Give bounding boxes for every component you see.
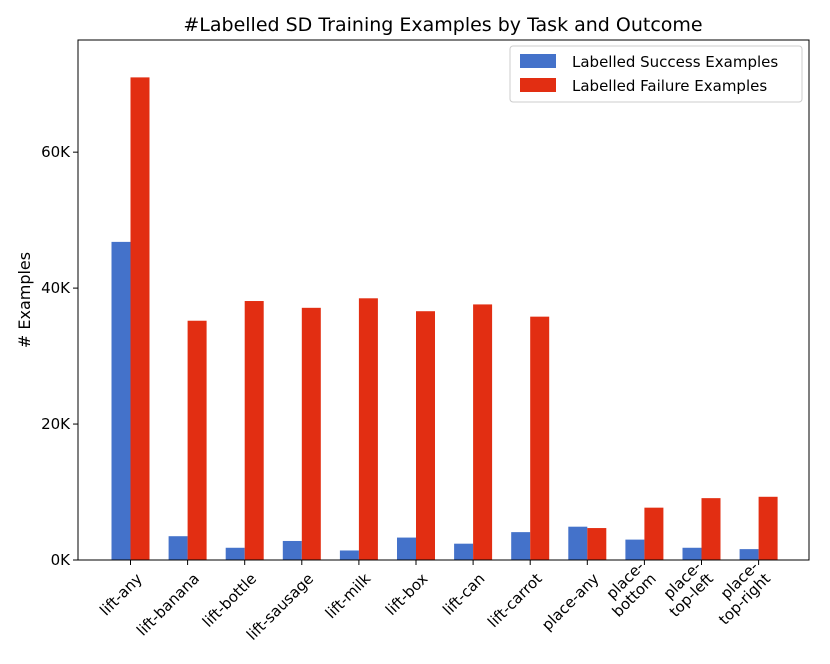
bars-group	[111, 77, 778, 560]
legend: Labelled Success Examples Labelled Failur…	[509, 45, 803, 103]
x-axis: lift-anylift-bananalift-bottlelift-sausa…	[96, 558, 774, 644]
x-tick-label: lift-box	[382, 570, 431, 619]
x-tick-label-line: lift-box	[382, 570, 431, 619]
bar-failure-7	[530, 316, 550, 560]
bar-success-10	[682, 547, 702, 560]
y-axis-label: # Examples	[15, 252, 34, 348]
legend-swatch-1	[520, 78, 556, 92]
legend-label-0: Labelled Success Examples	[572, 53, 778, 71]
x-tick-label: lift-can	[439, 570, 488, 619]
bar-failure-2	[244, 301, 264, 560]
bar-failure-9	[644, 507, 664, 560]
x-tick-label: place-bottom	[597, 558, 660, 621]
x-tick-label: place-top-left	[654, 558, 717, 621]
x-tick-label: lift-milk	[322, 569, 375, 622]
bar-failure-3	[301, 307, 321, 560]
bar-failure-10	[701, 498, 721, 560]
x-tick-label-line: place-any	[538, 570, 603, 635]
bar-success-7	[511, 532, 531, 560]
y-tick-label: 40K	[41, 279, 71, 297]
x-tick-label: lift-any	[96, 570, 146, 620]
y-tick-label: 0K	[51, 551, 72, 569]
bar-success-3	[282, 540, 302, 560]
bar-failure-5	[416, 311, 435, 560]
bar-success-0	[111, 241, 131, 560]
x-tick-label-line: lift-milk	[322, 569, 375, 622]
bar-success-8	[568, 526, 588, 560]
bar-success-9	[625, 539, 645, 560]
bar-failure-0	[130, 77, 150, 560]
legend-swatch-0	[520, 54, 556, 68]
bar-failure-4	[358, 298, 378, 560]
y-axis: 0K 20K 40K 60K	[41, 143, 78, 569]
chart-title: #Labelled SD Training Examples by Task a…	[183, 14, 702, 36]
y-tick-label: 20K	[41, 415, 71, 433]
legend-label-1: Labelled Failure Examples	[572, 77, 767, 95]
x-tick-label: lift-carrot	[484, 570, 546, 632]
y-tick-label: 60K	[41, 143, 71, 161]
x-tick-label: place-top-right	[703, 558, 774, 629]
bar-success-2	[225, 547, 245, 560]
x-tick-label: place-any	[538, 570, 603, 635]
x-tick-label-line: lift-can	[439, 570, 488, 619]
bar-success-4	[339, 550, 359, 560]
bar-failure-11	[758, 496, 778, 560]
bar-success-6	[454, 543, 474, 560]
plot-frame	[77, 39, 810, 561]
x-tick-label-line: lift-carrot	[484, 570, 546, 632]
x-tick-label-line: lift-any	[96, 570, 146, 620]
bar-failure-6	[473, 304, 493, 560]
x-tick-label-line: lift-bottle	[199, 570, 260, 631]
bar-success-11	[739, 549, 759, 560]
legend-box	[509, 45, 803, 103]
bar-success-5	[397, 537, 416, 560]
bar-failure-8	[587, 528, 607, 560]
x-tick-label: lift-bottle	[199, 570, 260, 631]
bar-success-1	[168, 536, 188, 560]
bar-failure-1	[187, 320, 207, 560]
